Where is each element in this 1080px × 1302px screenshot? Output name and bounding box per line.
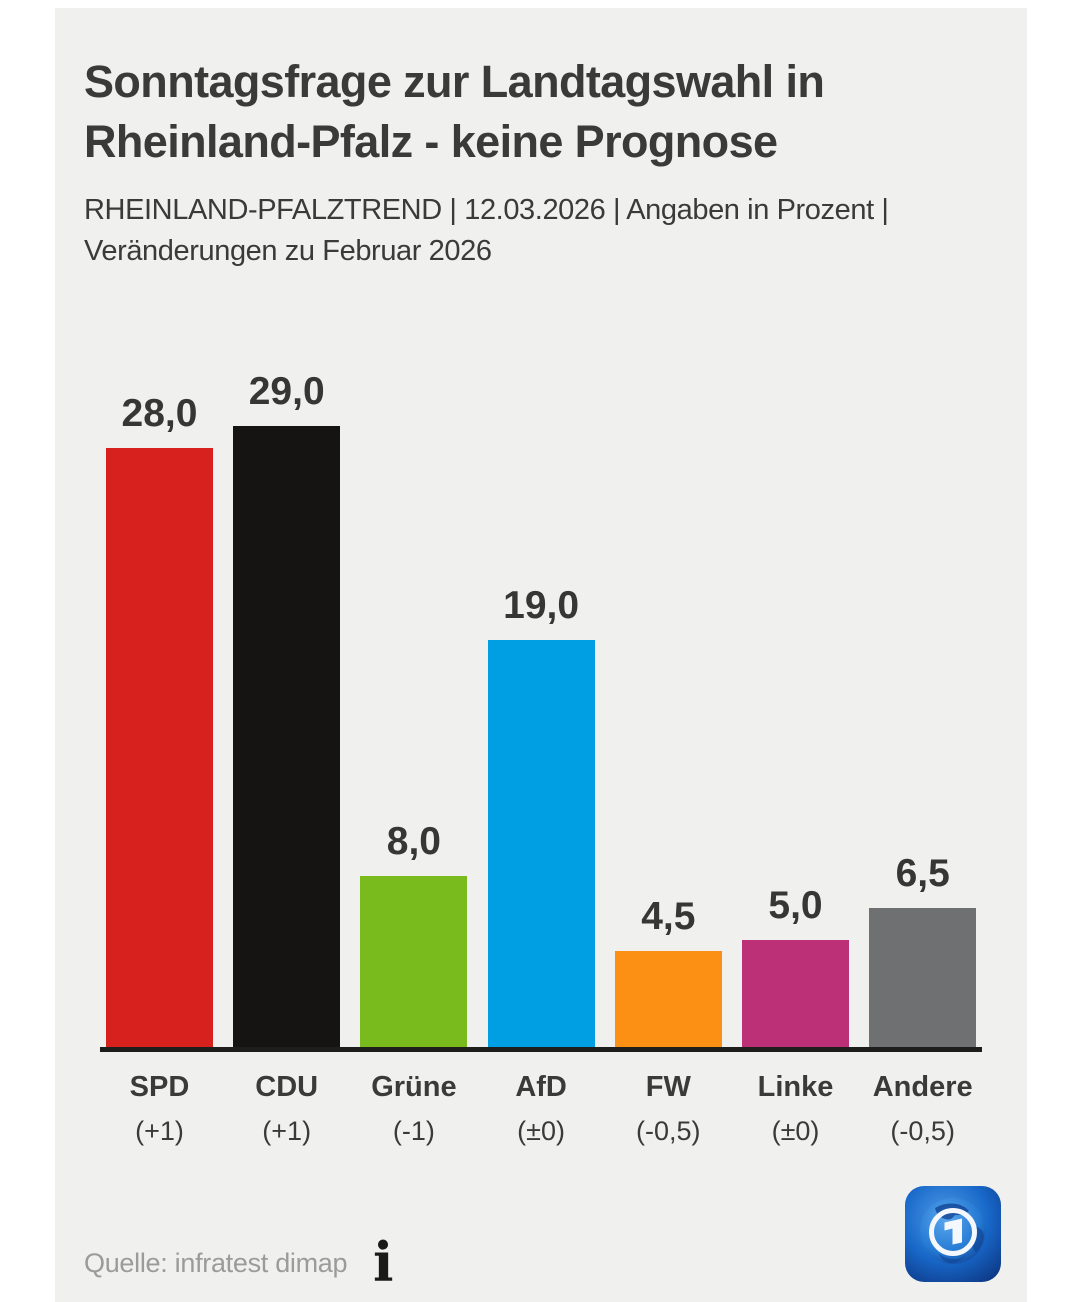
bar-value-fw: 4,5 — [641, 894, 696, 938]
change-label-linke: (±0) — [771, 1116, 820, 1146]
bar-value-linke: 5,0 — [768, 884, 823, 927]
category-label-fw: FW — [645, 1071, 691, 1103]
bar-value-cdu: 29,0 — [248, 370, 325, 414]
category-label-linke: Linke — [757, 1071, 834, 1103]
chart-subtitle: RHEINLAND-PFALZTREND | 12.03.2026 | Anga… — [84, 190, 889, 272]
ard-tagesschau-logo — [905, 1186, 1001, 1282]
subtitle-line-1: RHEINLAND-PFALZTREND | 12.03.2026 | Anga… — [84, 194, 889, 226]
change-label-andere: (-0,5) — [890, 1116, 955, 1146]
logo-ring — [929, 1208, 977, 1256]
change-label-cdu: (+1) — [262, 1116, 312, 1146]
subtitle-line-2: Veränderungen zu Februar 2026 — [84, 235, 492, 267]
bar-chart: 28,0 SPD (+1) 29,0 CDU (+1) 8,0 Grüne (-1) 19,0 Af… — [100, 355, 982, 1145]
bar-gruene — [360, 875, 468, 1047]
bar-value-gruene: 8,0 — [386, 819, 441, 863]
bar-fw — [614, 950, 722, 1047]
title-line-1: Sonntagsfrage zur Landtagswahl in — [84, 56, 825, 107]
logo-ard-one — [944, 1218, 962, 1245]
bar-value-andere: 6,5 — [895, 851, 950, 895]
x-axis-line — [100, 1047, 982, 1052]
change-label-spd: (+1) — [135, 1116, 184, 1146]
source-label: Quelle: infratest dimap — [84, 1248, 348, 1278]
bar-linke — [742, 940, 849, 1047]
page-title: Sonntagsfrage zur Landtagswahl in Rheinl… — [84, 52, 825, 172]
bar-value-afd: 19,0 — [503, 584, 580, 628]
logo-continent-bottom — [939, 1254, 967, 1264]
category-label-andere: Andere — [872, 1071, 973, 1103]
bar-andere — [869, 907, 977, 1047]
bar-spd — [106, 447, 213, 1047]
info-icon[interactable]: i — [373, 1230, 394, 1294]
infographic-panel: Sonntagsfrage zur Landtagswahl in Rheinl… — [55, 8, 1027, 1302]
change-label-fw: (-0,5) — [636, 1116, 701, 1146]
change-label-afd: (±0) — [517, 1116, 566, 1146]
title-line-2: Rheinland-Pfalz - keine Prognose — [84, 116, 778, 167]
bar-cdu — [233, 426, 341, 1047]
bar-value-spd: 28,0 — [121, 391, 198, 435]
category-label-afd: AfD — [515, 1071, 567, 1103]
category-label-spd: SPD — [129, 1071, 190, 1103]
category-label-gruene: Grüne — [371, 1071, 457, 1103]
category-label-cdu: CDU — [255, 1071, 319, 1103]
change-label-gruene: (-1) — [392, 1116, 435, 1146]
bar-afd — [487, 640, 595, 1047]
